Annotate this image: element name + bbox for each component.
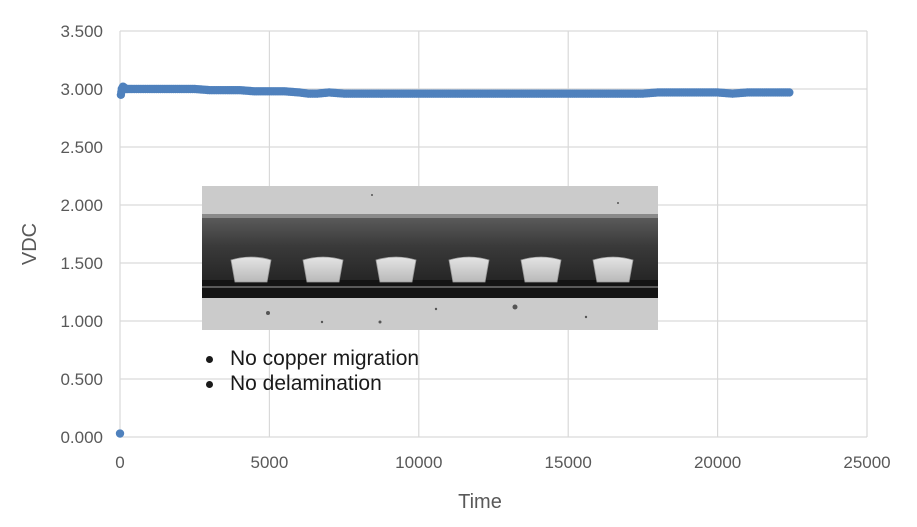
copper-pads	[230, 256, 634, 283]
copper-pad	[592, 256, 634, 283]
x-tick-label: 25000	[843, 453, 890, 472]
observation-notes: No copper migration No delamination	[203, 346, 419, 396]
note-no-copper-migration: No copper migration	[203, 346, 419, 371]
x-tick-label: 15000	[545, 453, 592, 472]
cross-section-micrograph	[202, 186, 658, 330]
copper-pad	[230, 256, 272, 283]
x-axis-title: Time	[458, 491, 502, 513]
x-tick-label: 0	[115, 453, 124, 472]
y-axis-ticks: 0.000 0.500 1.000 1.500 2.000 2.500 3.000 3.500	[60, 22, 103, 447]
copper-pad	[302, 256, 344, 283]
data-series	[115, 82, 794, 438]
x-tick-label: 10000	[395, 453, 442, 472]
y-tick-label: 0.500	[60, 370, 103, 389]
copper-pad	[375, 256, 417, 283]
y-tick-label: 2.000	[60, 196, 103, 215]
y-tick-label: 2.500	[60, 138, 103, 157]
x-tick-label: 5000	[250, 453, 288, 472]
y-tick-label: 3.000	[60, 80, 103, 99]
y-tick-label: 3.500	[60, 22, 103, 41]
y-tick-label: 1.000	[60, 312, 103, 331]
y-axis-title: VDC	[19, 223, 41, 265]
copper-pad	[448, 256, 490, 283]
y-tick-label: 0.000	[60, 428, 103, 447]
x-axis-ticks: 0 5000 10000 15000 20000 25000	[115, 453, 890, 472]
x-tick-label: 20000	[694, 453, 741, 472]
note-no-delamination: No delamination	[203, 371, 419, 396]
data-point-fill	[783, 88, 792, 97]
copper-pad	[520, 256, 562, 283]
data-point	[115, 429, 125, 438]
y-tick-label: 1.500	[60, 254, 103, 273]
